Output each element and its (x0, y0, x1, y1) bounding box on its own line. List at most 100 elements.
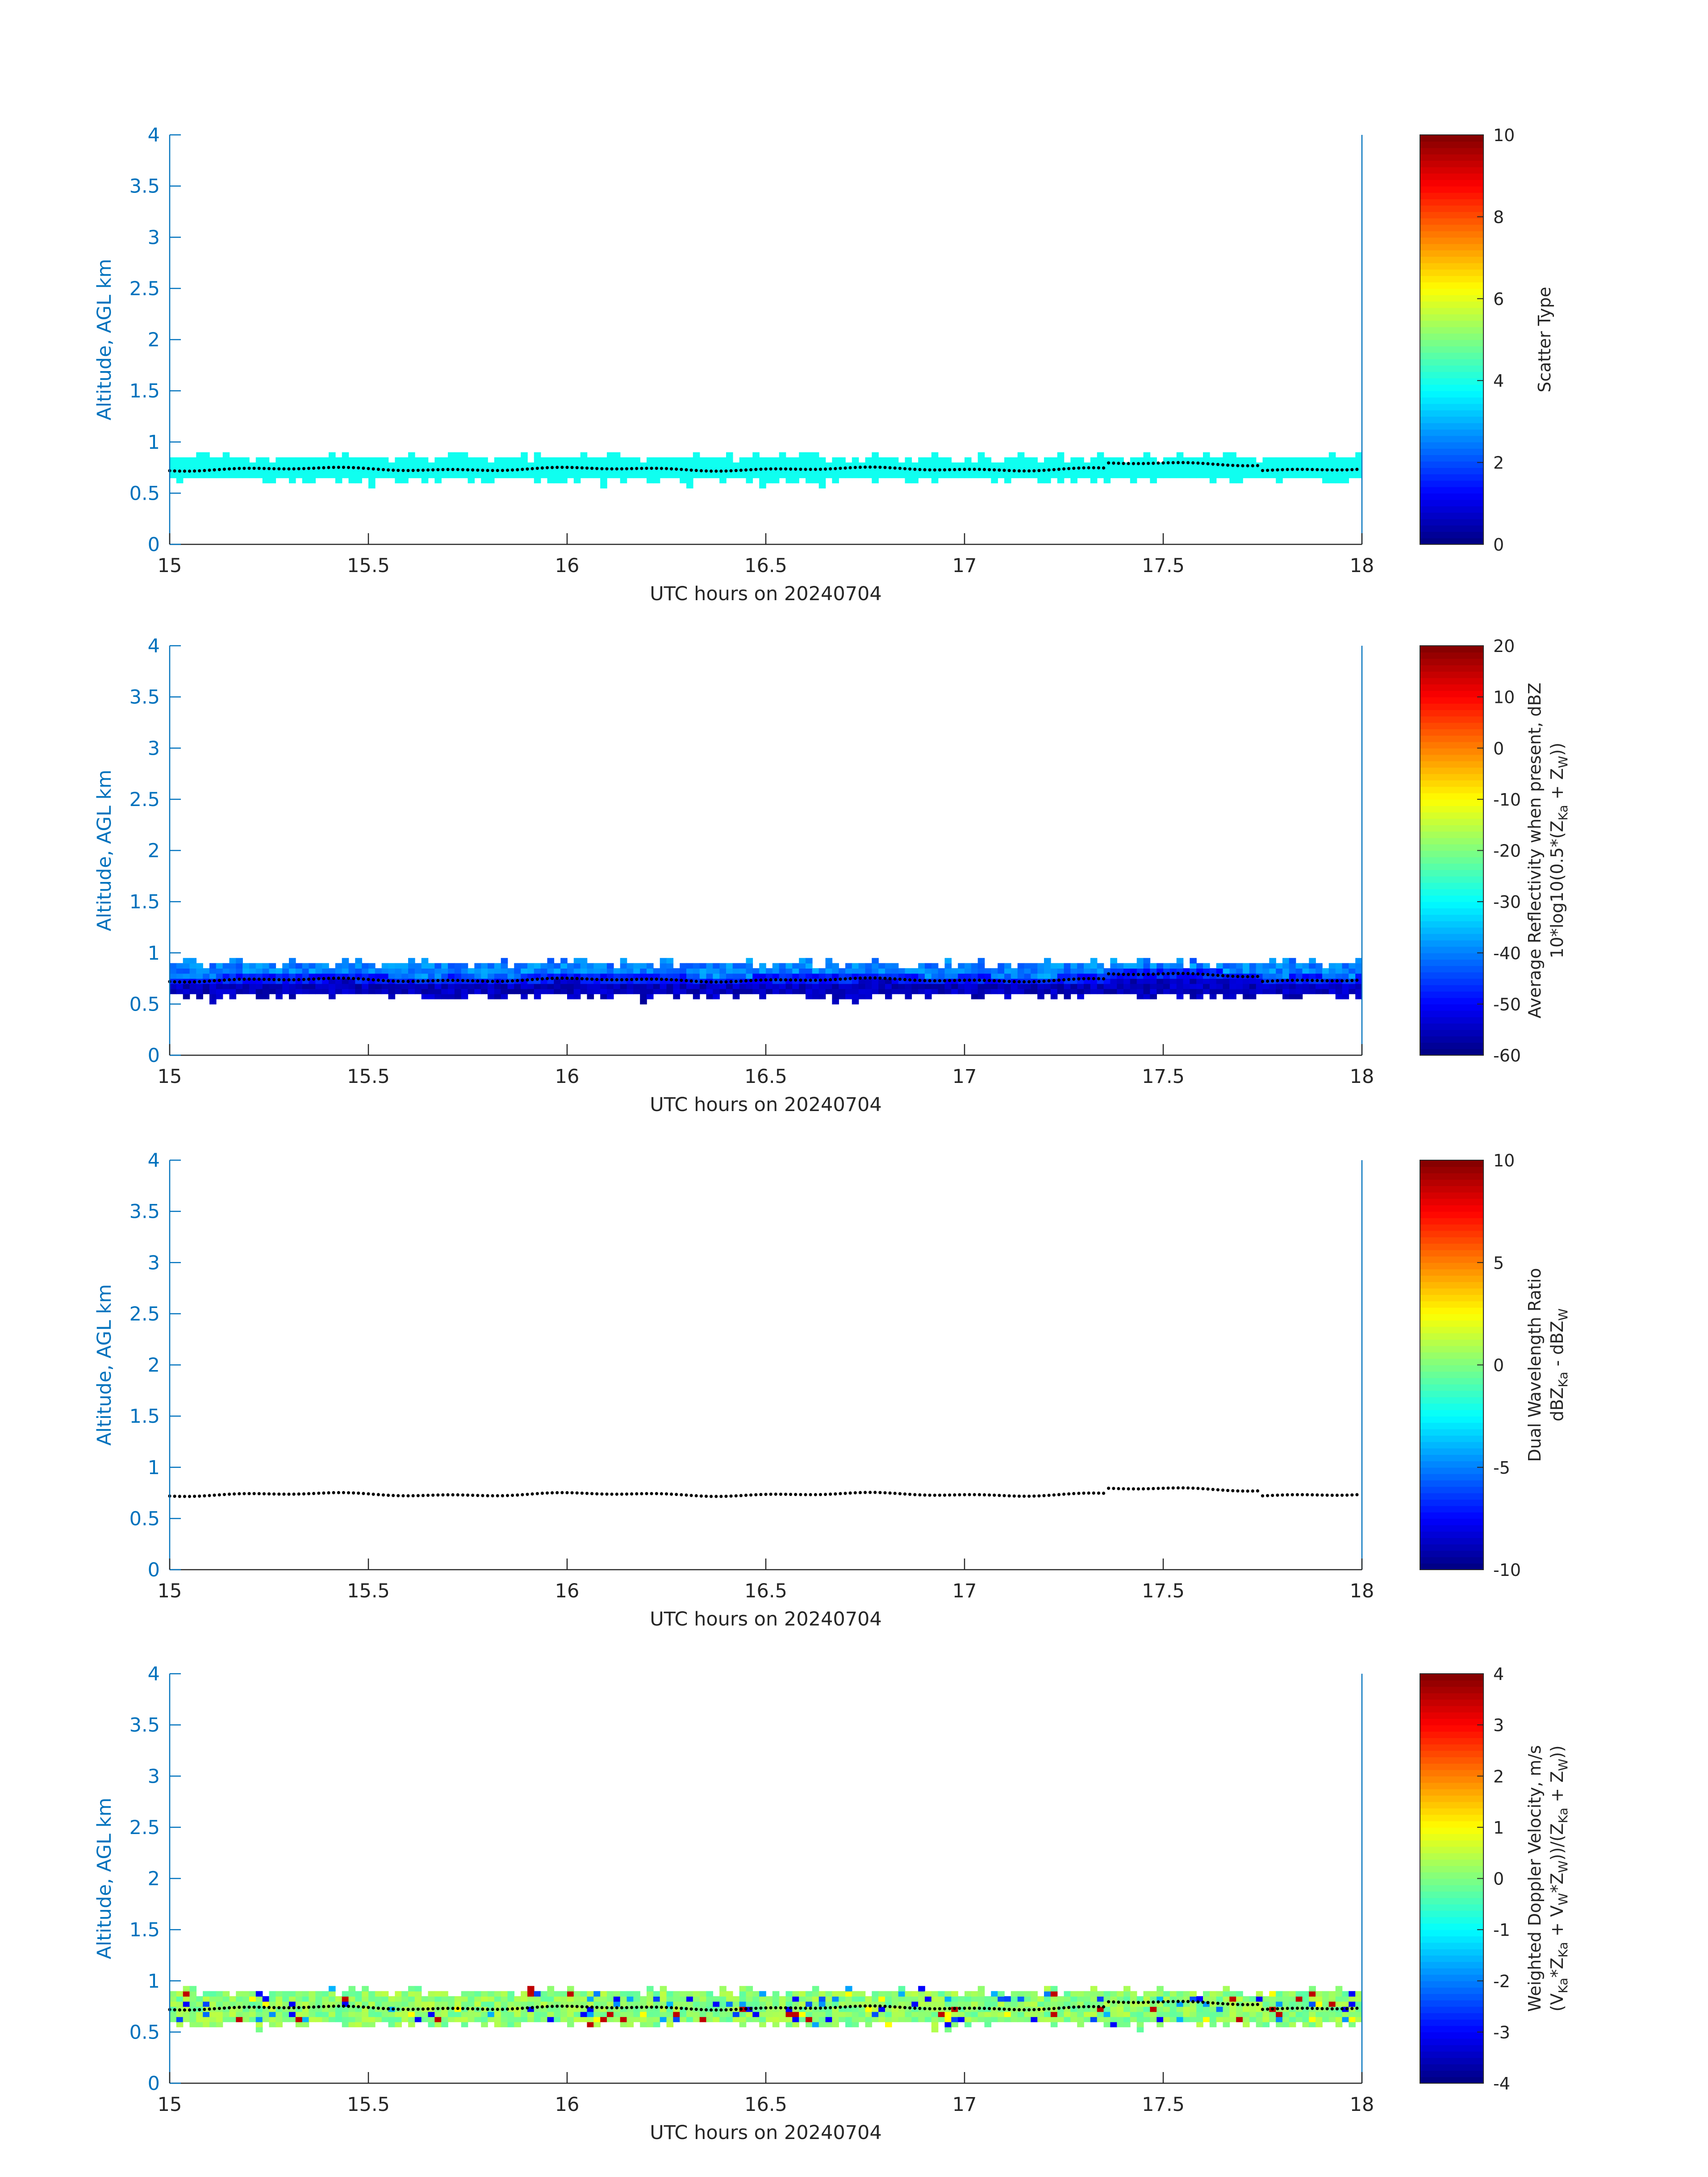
heat-cell (222, 1996, 230, 2002)
heat-cell (746, 2017, 753, 2022)
heat-cell (759, 483, 766, 489)
base-dot (789, 1492, 793, 1496)
base-dot (540, 2005, 544, 2009)
base-dot (1062, 467, 1066, 471)
base-dot (764, 2006, 768, 2010)
colorbar-segment (1420, 1550, 1483, 1558)
base-dot (247, 2006, 251, 2009)
heat-cell (925, 2011, 932, 2017)
heat-cell (607, 2001, 614, 2007)
heat-cell (891, 978, 899, 984)
colorbar-tick-label: 10 (1493, 1151, 1515, 1170)
x-tick-label: 16.5 (744, 2093, 787, 2116)
heat-cell (1169, 2001, 1177, 2007)
colorbar-label-subscript: W (1556, 1860, 1570, 1873)
heat-cell (1309, 2017, 1316, 2022)
heat-cell (222, 2001, 230, 2007)
base-dot (998, 2007, 1001, 2011)
heat-cell (355, 983, 362, 989)
heat-cell (885, 963, 892, 969)
heat-cell (1044, 472, 1051, 478)
heat-cell (865, 989, 873, 994)
base-dot (1122, 973, 1125, 976)
heat-cell (1136, 994, 1144, 999)
base-dot (222, 978, 226, 982)
base-dot (704, 1495, 708, 1498)
heat-cell (891, 472, 899, 478)
colorbar-segment (1420, 2057, 1483, 2064)
base-dot (635, 467, 639, 470)
heat-cell (772, 973, 780, 979)
base-dot (1166, 461, 1170, 464)
heat-cell (335, 478, 342, 484)
heat-cell (481, 973, 488, 979)
base-dot (744, 468, 748, 472)
heat-cell (521, 963, 528, 969)
heat-cell (236, 968, 243, 974)
base-dot (1117, 461, 1120, 465)
heat-cell (322, 1996, 329, 2002)
heat-cell (977, 2011, 985, 2017)
base-dot (322, 2005, 326, 2008)
heat-cell (488, 472, 495, 478)
heat-cell (1335, 1986, 1343, 1992)
heat-cell (620, 457, 627, 463)
colorbar-segment (1420, 1256, 1483, 1263)
heat-cell (600, 963, 607, 969)
heat-cell (1050, 457, 1058, 463)
heat-cell (746, 2011, 753, 2017)
y-tick-label: 0.5 (129, 1508, 160, 1530)
colorbar-segment (1420, 461, 1483, 468)
base-dot (565, 466, 569, 469)
heat-cell (448, 472, 455, 478)
heat-cell (1044, 1991, 1051, 1997)
heat-cell (640, 968, 647, 974)
base-dot (297, 2006, 301, 2010)
heat-cell (547, 472, 555, 478)
heat-cell (759, 1996, 766, 2002)
heat-cell (852, 2017, 859, 2022)
heat-cell (534, 462, 541, 468)
heat-cell (222, 472, 230, 478)
heat-cell (560, 472, 568, 478)
heat-cell (647, 457, 654, 463)
heat-cell (872, 958, 879, 964)
heat-cell (1315, 968, 1323, 974)
heat-cell (680, 462, 687, 468)
heat-cell (229, 989, 237, 994)
heat-cell (262, 968, 270, 974)
base-dot (376, 978, 380, 982)
colorbar-segment (1420, 506, 1483, 513)
heat-cell (474, 1996, 481, 2002)
heat-cell (534, 968, 541, 974)
heat-cell (375, 2011, 382, 2017)
heat-cell (554, 2006, 561, 2012)
heat-cell (255, 2022, 263, 2027)
heat-cell (680, 1991, 687, 1997)
heat-cell (342, 472, 349, 478)
heat-cell (362, 2011, 369, 2017)
base-dot (1221, 2002, 1225, 2006)
base-dot (893, 977, 897, 981)
heat-cell (1037, 2001, 1044, 2007)
heat-cell (686, 457, 693, 463)
heat-cell (944, 973, 952, 979)
base-dot (749, 979, 753, 982)
heat-cell (302, 1996, 309, 2002)
heat-cell (1011, 472, 1018, 478)
base-dot (1087, 977, 1090, 981)
base-dot (203, 2008, 206, 2011)
colorbar-segment (1420, 1923, 1483, 1930)
heat-cell (971, 2011, 978, 2017)
heat-cell (965, 2017, 972, 2022)
heat-cell (527, 983, 535, 989)
heat-cell (958, 989, 965, 994)
base-dot (1161, 461, 1165, 465)
heat-cell (673, 462, 680, 468)
heat-cell (540, 472, 548, 478)
base-dot (1127, 1487, 1130, 1491)
colorbar-segment (1420, 869, 1483, 877)
base-dot (277, 978, 281, 982)
heat-cell (806, 963, 813, 969)
heat-cell (309, 457, 316, 463)
